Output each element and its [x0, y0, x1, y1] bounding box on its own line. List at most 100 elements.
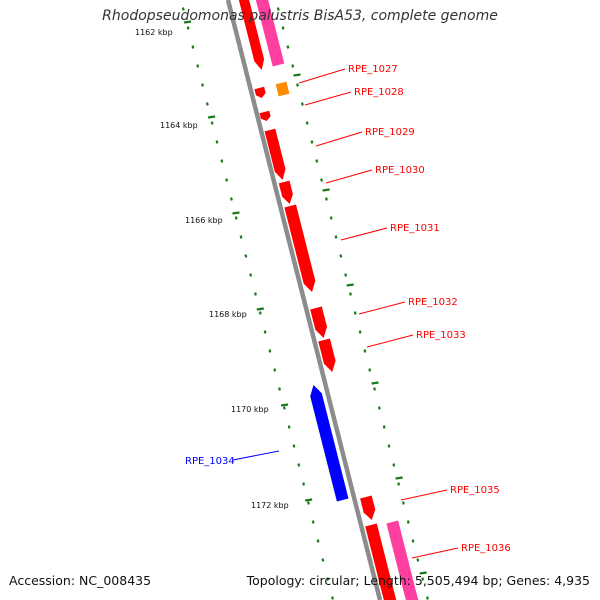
outer-tick-dot	[324, 197, 328, 201]
gene-arrow	[318, 338, 336, 372]
outer-tick-dot	[358, 330, 362, 334]
outer-tick-dot	[421, 577, 425, 581]
gene-labels: RPE_1027 RPE_1028 RPE_1029 RPE_1030 RPE_1031…	[185, 64, 511, 559]
gene-label: RPE_1033	[416, 330, 466, 341]
inner-tick-dot	[225, 178, 229, 182]
gene-arrow	[238, 0, 265, 70]
inner-tick-dot	[331, 596, 334, 600]
inner-tick-dot	[321, 558, 325, 562]
gene-label-leader	[315, 131, 363, 147]
inner-tick-dot	[201, 83, 204, 87]
inner-tick-dot	[302, 482, 306, 486]
genome-backbone	[225, 0, 383, 600]
major-tick	[322, 188, 330, 192]
gene-arrow	[310, 306, 327, 338]
outer-tick-dot	[329, 216, 333, 220]
major-tick	[419, 571, 427, 575]
outer-tick-dot	[426, 596, 429, 600]
major-tick	[207, 115, 216, 119]
outer-tick-dot	[406, 520, 410, 524]
outer-tick-dot	[363, 349, 367, 353]
gene-arrow	[259, 110, 271, 121]
outer-tick-dot	[276, 7, 280, 11]
outer-tick-dot	[416, 558, 420, 562]
gene-bar	[365, 523, 397, 600]
outer-tick-dot	[320, 178, 324, 182]
tick-marks	[181, 7, 429, 600]
inner-tick-dot	[254, 292, 257, 296]
inner-tick-dot	[326, 577, 330, 581]
gene-arrow	[254, 86, 266, 98]
outer-tick-dot	[281, 26, 285, 30]
scale-label: 1164 kbp	[160, 121, 198, 130]
inner-tick-dot	[311, 520, 315, 524]
inner-tick-dot	[215, 140, 219, 144]
inner-tick-dot	[278, 387, 281, 391]
gene-label: RPE_1036	[461, 543, 511, 554]
scale-label: 1172 kbp	[251, 501, 289, 510]
gene-label: RPE_1027	[348, 64, 398, 75]
outer-tick-dot	[334, 235, 338, 239]
gene-arrow	[360, 495, 376, 520]
inner-tick-dot	[205, 102, 209, 106]
gene-label: RPE_1028	[354, 87, 404, 98]
scale-labels: 1162 kbp 1164 kbp 1166 kbp 1168 kbp 1170 kbp…	[135, 28, 289, 510]
inner-tick-dot	[191, 45, 195, 49]
gene-label-leader	[325, 169, 373, 184]
major-tick	[395, 476, 403, 480]
inner-tick-dot	[273, 368, 277, 372]
outer-tick-dot	[349, 292, 352, 296]
inner-tick-dot	[287, 425, 291, 429]
gene-arrow	[264, 128, 286, 180]
gene-label-leader	[358, 301, 406, 315]
outer-tick-dot	[305, 121, 309, 125]
outer-tick-dot	[387, 444, 391, 448]
outer-tick-dot	[291, 64, 295, 68]
inner-tick-dot	[282, 406, 286, 410]
inner-tick-dot	[210, 121, 214, 125]
accession-text: Accession: NC_008435	[9, 573, 152, 588]
gene-label: RPE_1035	[450, 485, 500, 496]
genome-title: Rhodopseudomonas palustris BisA53, compl…	[102, 8, 498, 24]
major-tick	[346, 283, 354, 287]
inner-tick-dot	[316, 539, 320, 543]
gene-label-leader	[340, 227, 388, 241]
outer-tick-dot	[401, 501, 405, 505]
gene-arrow-reverse	[310, 385, 349, 502]
outer-tick-dot	[373, 387, 376, 391]
major-tick	[232, 211, 240, 215]
inner-tick-dot	[186, 26, 190, 30]
inner-tick-dot	[297, 463, 301, 467]
major-tick	[280, 403, 289, 407]
inner-tick-dot	[263, 330, 267, 334]
inner-tick-dot	[181, 7, 185, 11]
outer-tick-dot	[353, 311, 357, 315]
gene-label-leader	[232, 450, 280, 461]
major-tick	[183, 20, 192, 24]
outer-tick-dot	[368, 368, 372, 372]
inner-tick-dot	[306, 501, 310, 505]
outer-tick-dot	[339, 254, 343, 258]
gene-label: RPE_1034	[185, 456, 235, 467]
outer-tick-dot	[286, 45, 290, 49]
scale-label: 1168 kbp	[209, 310, 247, 319]
gene-label: RPE_1032	[408, 297, 458, 308]
gene-label-leader	[366, 334, 414, 348]
gene-label: RPE_1029	[365, 127, 415, 138]
major-tick	[305, 498, 313, 502]
inner-tick-dot	[268, 349, 272, 353]
inner-tick-dot	[229, 197, 233, 201]
feature-track	[238, 0, 419, 600]
gene-label: RPE_1030	[375, 165, 425, 176]
inner-tick-dot	[292, 444, 296, 448]
outer-tick-dot	[377, 406, 381, 410]
gene-label-leader	[298, 68, 346, 84]
inner-tick-dot	[244, 254, 248, 258]
outer-tick-dot	[315, 159, 319, 163]
major-tick	[293, 73, 301, 77]
outer-tick-dot	[397, 482, 401, 486]
outer-tick-dot	[344, 273, 348, 277]
gene-arrow	[278, 180, 293, 204]
inner-tick-dot	[258, 311, 262, 315]
